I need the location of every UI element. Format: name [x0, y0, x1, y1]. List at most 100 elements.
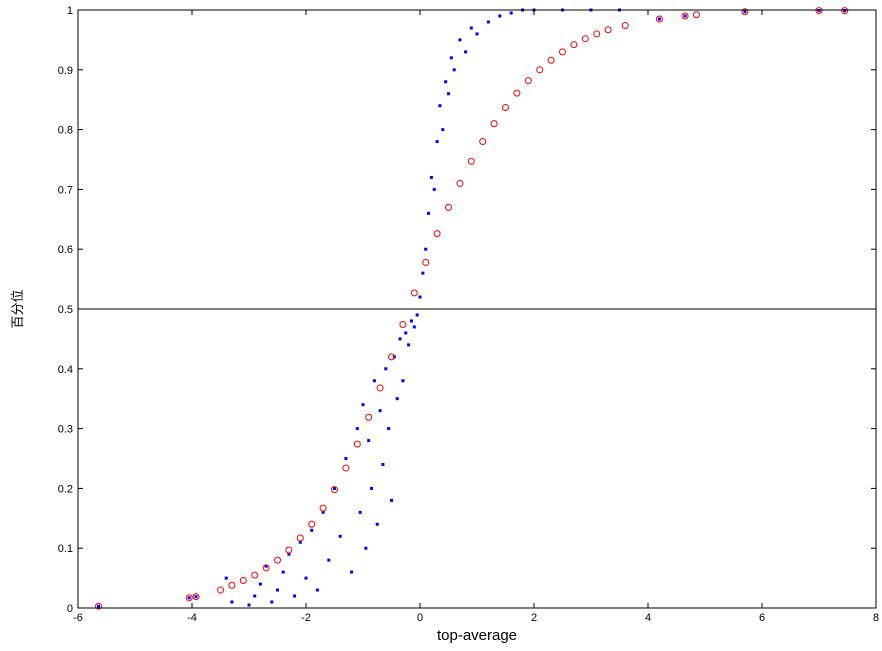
data-point — [358, 510, 362, 514]
data-point — [412, 325, 416, 329]
y-axis-label: 百分位 — [11, 289, 26, 328]
x-tick-label: -4 — [187, 612, 197, 624]
series-0 — [97, 8, 847, 608]
data-point — [298, 540, 302, 544]
data-point — [438, 104, 442, 108]
data-point — [559, 48, 566, 56]
data-point — [683, 14, 687, 18]
data-point — [424, 247, 428, 251]
y-tick-label: 0.1 — [58, 543, 73, 555]
data-point — [192, 593, 200, 601]
data-point — [409, 319, 413, 323]
data-point — [387, 427, 391, 431]
x-tick-label: -2 — [301, 612, 311, 624]
data-point — [421, 271, 425, 275]
data-point — [217, 586, 224, 594]
data-point — [253, 594, 257, 598]
data-point — [692, 11, 700, 19]
data-point — [247, 603, 251, 607]
x-tick-label: -6 — [73, 612, 83, 624]
data-point — [304, 576, 308, 580]
data-point — [410, 289, 418, 297]
data-point — [344, 457, 348, 460]
data-point — [444, 80, 448, 84]
data-point — [388, 353, 395, 361]
data-point — [370, 486, 374, 490]
y-tick-label: 0.8 — [58, 125, 73, 137]
data-point — [427, 211, 431, 215]
data-point — [228, 581, 236, 589]
y-tick-label: 0.2 — [58, 483, 73, 495]
data-point — [327, 558, 331, 562]
data-point — [447, 92, 450, 96]
data-point — [350, 570, 354, 574]
data-point — [251, 571, 259, 579]
data-point — [467, 157, 475, 165]
x-tick-label: 4 — [645, 612, 651, 624]
data-point — [401, 379, 405, 383]
data-point — [536, 66, 544, 74]
data-point — [224, 576, 228, 580]
data-point — [741, 8, 749, 16]
data-point — [315, 588, 319, 592]
data-point — [817, 9, 821, 13]
data-point — [194, 595, 198, 599]
data-point — [843, 9, 847, 13]
data-point — [258, 582, 262, 586]
y-tick-label: 0 — [67, 603, 73, 615]
data-point — [604, 26, 612, 34]
data-point — [593, 30, 601, 38]
data-point — [355, 427, 359, 431]
y-tick-label: 0.5 — [58, 304, 73, 316]
data-point — [230, 600, 234, 604]
data-point — [415, 313, 419, 317]
data-point — [395, 397, 399, 401]
data-point — [399, 321, 407, 329]
y-tick-label: 0.6 — [58, 244, 73, 256]
data-point — [547, 56, 555, 64]
data-point — [308, 520, 316, 528]
data-point — [270, 600, 274, 604]
data-point — [458, 38, 462, 42]
data-point — [475, 32, 479, 36]
data-point — [486, 20, 490, 24]
data-point — [581, 35, 589, 43]
data-point — [655, 15, 663, 23]
x-tick-label: 0 — [417, 612, 423, 624]
data-point — [398, 337, 402, 341]
x-tick-label: 8 — [873, 612, 879, 624]
data-point — [381, 462, 385, 466]
data-point — [433, 230, 441, 238]
data-point — [490, 120, 498, 128]
data-point — [361, 403, 365, 407]
x-tick-label: 2 — [531, 612, 537, 624]
data-point — [333, 486, 336, 490]
y-tick-label: 0.7 — [58, 184, 73, 196]
data-point — [187, 596, 191, 600]
data-point — [365, 413, 373, 421]
data-point — [404, 331, 408, 335]
data-point — [479, 138, 487, 146]
data-point — [281, 570, 285, 574]
data-point — [657, 17, 661, 21]
data-point — [375, 522, 379, 526]
data-point — [407, 343, 411, 347]
data-point — [422, 258, 430, 266]
data-point — [456, 179, 464, 187]
data-point — [449, 56, 453, 60]
data-point — [274, 556, 281, 564]
x-axis-ticks: -6 -4 -2 0 2 4 6 8 — [73, 10, 879, 624]
data-point — [469, 26, 473, 30]
data-point — [513, 89, 521, 97]
data-point — [502, 103, 509, 111]
data-point — [342, 464, 350, 472]
data-point — [338, 534, 342, 538]
data-point — [285, 546, 293, 554]
series-1 — [95, 7, 849, 610]
data-point — [441, 128, 445, 132]
data-point — [509, 11, 513, 15]
data-point — [239, 576, 247, 584]
y-axis-ticks: 0 0.1 0.2 0.3 0.4 0.5 0.6 0.7 0.8 0.9 1 — [58, 5, 876, 615]
y-tick-label: 0.9 — [58, 65, 73, 77]
data-point — [435, 140, 439, 144]
